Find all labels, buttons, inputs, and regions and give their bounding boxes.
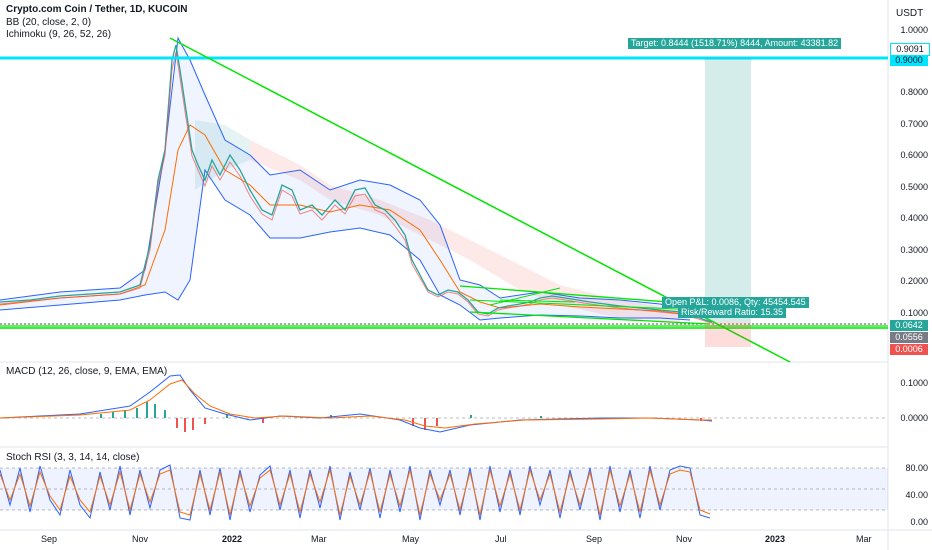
price-tag-level: 0.9000 <box>890 55 928 66</box>
stoch-indicator-label[interactable]: Stoch RSI (3, 3, 14, 14, close) <box>6 452 140 463</box>
ichimoku-cloud <box>250 140 680 325</box>
bb-indicator-label[interactable]: BB (20, close, 2, 0) <box>6 17 92 28</box>
channel-mid <box>469 299 701 311</box>
bb-fill <box>0 38 690 320</box>
chart-title: Crypto.com Coin / Tether, 1D, KUCOIN <box>6 4 188 15</box>
triangle-a <box>489 287 561 306</box>
time-axis-tick: Mar <box>856 534 872 544</box>
price-axis-tick: 1.0000 <box>900 25 928 35</box>
stoch-axis-tick: 40.00 <box>905 490 928 500</box>
time-axis-tick: 2023 <box>765 534 786 544</box>
macd-axis-tick: 0.0000 <box>900 413 928 423</box>
currency-label: USDT <box>896 8 924 19</box>
price-line-red <box>0 51 713 324</box>
bb-basis <box>0 124 691 316</box>
macd-histogram <box>100 402 702 432</box>
triangle-b <box>499 299 576 303</box>
stoch-d <box>0 468 711 516</box>
macd-indicator-label[interactable]: MACD (12, 26, close, 9, EMA, EMA) <box>6 366 168 377</box>
target-label[interactable]: Target: 0.8444 (1518.71%) 8444, Amount: … <box>628 38 842 49</box>
time-axis-tick: Nov <box>132 534 149 544</box>
risk-reward-label[interactable]: Risk/Reward Ratio: 15.35 <box>678 307 787 318</box>
price-axis-tick: 0.5000 <box>900 182 928 192</box>
target-zone <box>705 58 751 322</box>
price-axis-tick: 0.1000 <box>900 308 928 318</box>
macd-axis-tick: 0.1000 <box>900 378 928 388</box>
price-axis-tick: 0.3000 <box>900 245 928 255</box>
price-axis-tick: 0.8000 <box>900 87 928 97</box>
bb-upper <box>0 36 691 311</box>
time-axis-tick: Nov <box>676 534 693 544</box>
time-axis-tick: Sep <box>41 534 58 544</box>
ichimoku-cloud-green <box>195 120 250 190</box>
macd-line <box>0 374 713 433</box>
time-axis-tick: Sep <box>586 534 603 544</box>
price-tag-stop: 0.0556 <box>890 332 928 343</box>
stop-zone <box>705 322 751 347</box>
price-axis-tick: 0.6000 <box>900 150 928 160</box>
stoch-axis-tick: 80.00 <box>905 463 928 473</box>
time-axis-tick: Jul <box>495 534 507 544</box>
time-axis-tick: 2022 <box>222 534 243 544</box>
ichimoku-indicator-label[interactable]: Ichimoku (9, 26, 52, 26) <box>6 29 112 40</box>
open-pnl-label[interactable]: Open P&L: 0.0086, Qty: 45454.545 <box>662 297 809 308</box>
price-axis-tick: 0.2000 <box>900 276 928 286</box>
time-axis-tick: Mar <box>311 534 327 544</box>
price-tag-pnl: 0.0006 <box>890 344 928 355</box>
stoch-axis-tick: 0.00 <box>910 517 928 527</box>
price-axis-tick: 0.7000 <box>900 119 928 129</box>
price-axis-tick: 0.4000 <box>900 213 928 223</box>
macd-signal <box>0 379 712 429</box>
support-trendline <box>469 311 711 325</box>
time-axis-tick: May <box>402 534 420 544</box>
price-tag-last: 0.0642 <box>890 320 928 331</box>
price-line <box>0 44 713 323</box>
